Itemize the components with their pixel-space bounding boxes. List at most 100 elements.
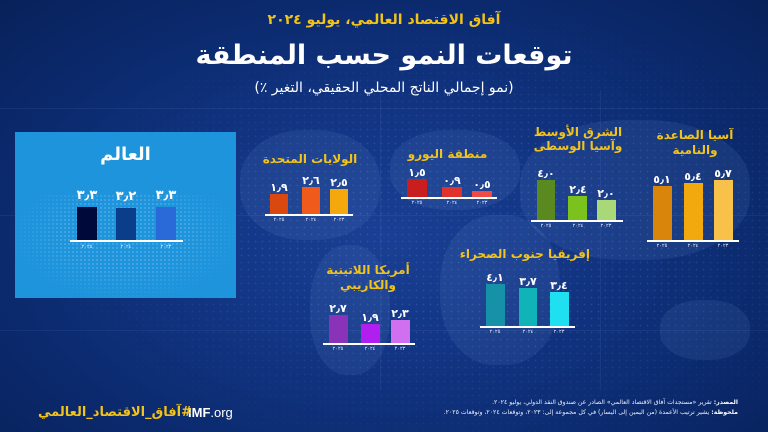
value-asia-2024: ٥٫٤ — [684, 170, 702, 183]
report-subtitle: آفاق الاقتصاد العالمي، يوليو ٢٠٢٤ — [267, 12, 501, 28]
bar-asia-2025 — [653, 186, 672, 240]
map-grid-line — [380, 90, 381, 390]
baseline — [531, 220, 623, 222]
bar-euro-2024 — [442, 187, 462, 197]
year-label-2023: ٢٠٢٣ — [160, 244, 172, 250]
baseline — [401, 197, 497, 199]
region-emerging-developing-asia: آسيا الصاعدة والنامية ٥٫١ ٥٫٤ ٥٫٧ ٢٠٢٥ ٢… — [645, 129, 745, 251]
bar-world-2024 — [116, 208, 136, 240]
year-label-2025: ٢٠٢٥ — [273, 217, 285, 223]
bar-meca-2025 — [537, 180, 555, 220]
world-panel: العالم ٣٫٣ ٣٫٢ ٣٫٣ ٢٠٢٥ ٢٠٢٤ ٢٠٢٣ — [15, 132, 236, 298]
region-title-line1: الشرق الأوسط — [533, 125, 623, 139]
note-label: ملحوظة: — [711, 409, 738, 416]
year-label-2023: ٢٠٢٣ — [333, 217, 345, 223]
year-label-2023: ٢٠٢٣ — [717, 243, 729, 249]
bar-us-2024 — [302, 187, 320, 214]
value-world-2023: ٣٫٣ — [155, 188, 177, 203]
value-euro-2024: ٠٫٩ — [443, 174, 461, 187]
baseline — [480, 326, 575, 328]
value-us-2024: ٢٫٦ — [302, 174, 320, 187]
value-world-2024: ٣٫٢ — [115, 189, 137, 204]
region-title-line2: والنامية — [672, 143, 718, 157]
map-continent-south-america — [310, 245, 390, 375]
year-label-2024: ٢٠٢٤ — [687, 243, 699, 249]
bar-lac-2025 — [329, 315, 348, 343]
region-latin-america-caribbean: أمريكا اللاتينية والكاريبي ٢٫٧ ١٫٩ ٢٫٣ ٢… — [318, 264, 418, 356]
bar-ssa-2024 — [519, 288, 537, 326]
year-label-2025: ٢٠٢٥ — [656, 243, 668, 249]
bar-ssa-2023 — [550, 292, 569, 326]
region-middle-east-central-asia: الشرق الأوسط وآسيا الوسطى ٤٫٠ ٢٫٤ ٢٫٠ ٢٠… — [528, 126, 628, 230]
year-label-2023: ٢٠٢٣ — [476, 200, 488, 206]
value-lac-2024: ١٫٩ — [361, 311, 379, 324]
hashtag[interactable]: #آفاق_الاقتصاد_العالمي — [38, 405, 192, 420]
source-label: المصدر: — [713, 399, 738, 406]
baseline — [647, 240, 739, 242]
year-label-2023: ٢٠٢٣ — [553, 329, 565, 335]
year-label-2025: ٢٠٢٥ — [332, 346, 344, 352]
map-grid-line — [0, 108, 768, 109]
region-title-line2: وآسيا الوسطى — [533, 139, 623, 153]
year-label-2024: ٢٠٢٤ — [364, 346, 376, 352]
bar-euro-2025 — [407, 179, 427, 197]
source-line: المصدر: تقرير «مستجدات آفاق الاقتصاد الع… — [378, 398, 738, 408]
year-label-2025: ٢٠٢٥ — [540, 223, 552, 229]
bar-ssa-2025 — [486, 284, 505, 326]
region-title-line1: أمريكا اللاتينية — [326, 263, 410, 277]
chart-unit-note: (نمو إجمالي الناتج المحلي الحقيقي، التغي… — [254, 80, 514, 96]
imf-link[interactable]: IMF.org — [188, 405, 233, 420]
bar-meca-2023 — [597, 200, 616, 220]
note-text: يشير ترتيب الأعمدة (من اليمين إلى اليسار… — [443, 409, 710, 416]
value-us-2023: ٢٫٥ — [330, 176, 348, 189]
world-title: العالم — [100, 144, 151, 165]
region-title: إفريقيا جنوب الصحراء — [459, 247, 590, 261]
bar-euro-2023 — [472, 191, 492, 197]
map-grid-line — [0, 215, 768, 216]
map-continent-australia — [660, 300, 750, 360]
value-us-2025: ١٫٩ — [270, 181, 288, 194]
bar-us-2025 — [270, 194, 288, 214]
footer-notes: المصدر: تقرير «مستجدات آفاق الاقتصاد الع… — [378, 398, 738, 418]
year-label-2024: ٢٠٢٤ — [522, 329, 534, 335]
value-world-2025: ٣٫٣ — [76, 188, 98, 203]
baseline — [265, 214, 353, 216]
bar-asia-2023 — [714, 180, 733, 240]
year-label-2024: ٢٠٢٤ — [446, 200, 458, 206]
map-grid-line — [0, 330, 768, 331]
baseline — [323, 343, 415, 345]
value-ssa-2023: ٣٫٤ — [550, 279, 568, 292]
region-united-states: الولايات المتحدة ١٫٩ ٢٫٦ ٢٫٥ ٢٠٢٥ ٢٠٢٤ ٢… — [260, 150, 360, 225]
value-meca-2023: ٢٫٠ — [597, 187, 615, 200]
value-meca-2025: ٤٫٠ — [537, 167, 555, 180]
year-label-2024: ٢٠٢٤ — [305, 217, 317, 223]
value-meca-2024: ٢٫٤ — [569, 183, 587, 196]
value-asia-2023: ٥٫٧ — [714, 167, 732, 180]
value-euro-2025: ١٫٥ — [408, 166, 426, 179]
year-label-2023: ٢٠٢٣ — [394, 346, 406, 352]
region-euro-area: منطقة اليورو ١٫٥ ٠٫٩ ٠٫٥ ٢٠٢٥ ٢٠٢٤ ٢٠٢٣ — [395, 145, 500, 210]
page-title: توقعات النمو حسب المنطقة — [195, 40, 573, 71]
note-line: ملحوظة: يشير ترتيب الأعمدة (من اليمين إل… — [378, 408, 738, 418]
bar-world-2025 — [77, 207, 97, 240]
value-ssa-2025: ٤٫١ — [486, 271, 504, 284]
region-title-line2: والكاريبي — [339, 278, 396, 292]
region-title: منطقة اليورو — [407, 147, 488, 161]
footer-branding: IMF.org — [188, 402, 233, 421]
region-title-line1: آسيا الصاعدة — [656, 128, 734, 142]
bar-world-2023 — [156, 207, 176, 240]
year-label-2024: ٢٠٢٤ — [120, 244, 132, 250]
bar-lac-2023 — [391, 320, 410, 343]
world-baseline — [70, 240, 183, 242]
region-sub-saharan-africa: إفريقيا جنوب الصحراء ٤٫١ ٣٫٧ ٣٫٤ ٢٠٢٥ ٢٠… — [460, 248, 590, 338]
map-continent-asia — [520, 120, 750, 260]
imf-bold: IMF — [188, 405, 211, 420]
bar-asia-2024 — [684, 183, 703, 240]
year-label-2025: ٢٠٢٥ — [411, 200, 423, 206]
value-lac-2025: ٢٫٧ — [329, 302, 347, 315]
value-euro-2023: ٠٫٥ — [473, 178, 491, 191]
map-grid-line — [600, 90, 601, 390]
value-ssa-2024: ٣٫٧ — [519, 275, 537, 288]
year-label-2025: ٢٠٢٥ — [81, 244, 93, 250]
bar-lac-2024 — [361, 324, 380, 343]
